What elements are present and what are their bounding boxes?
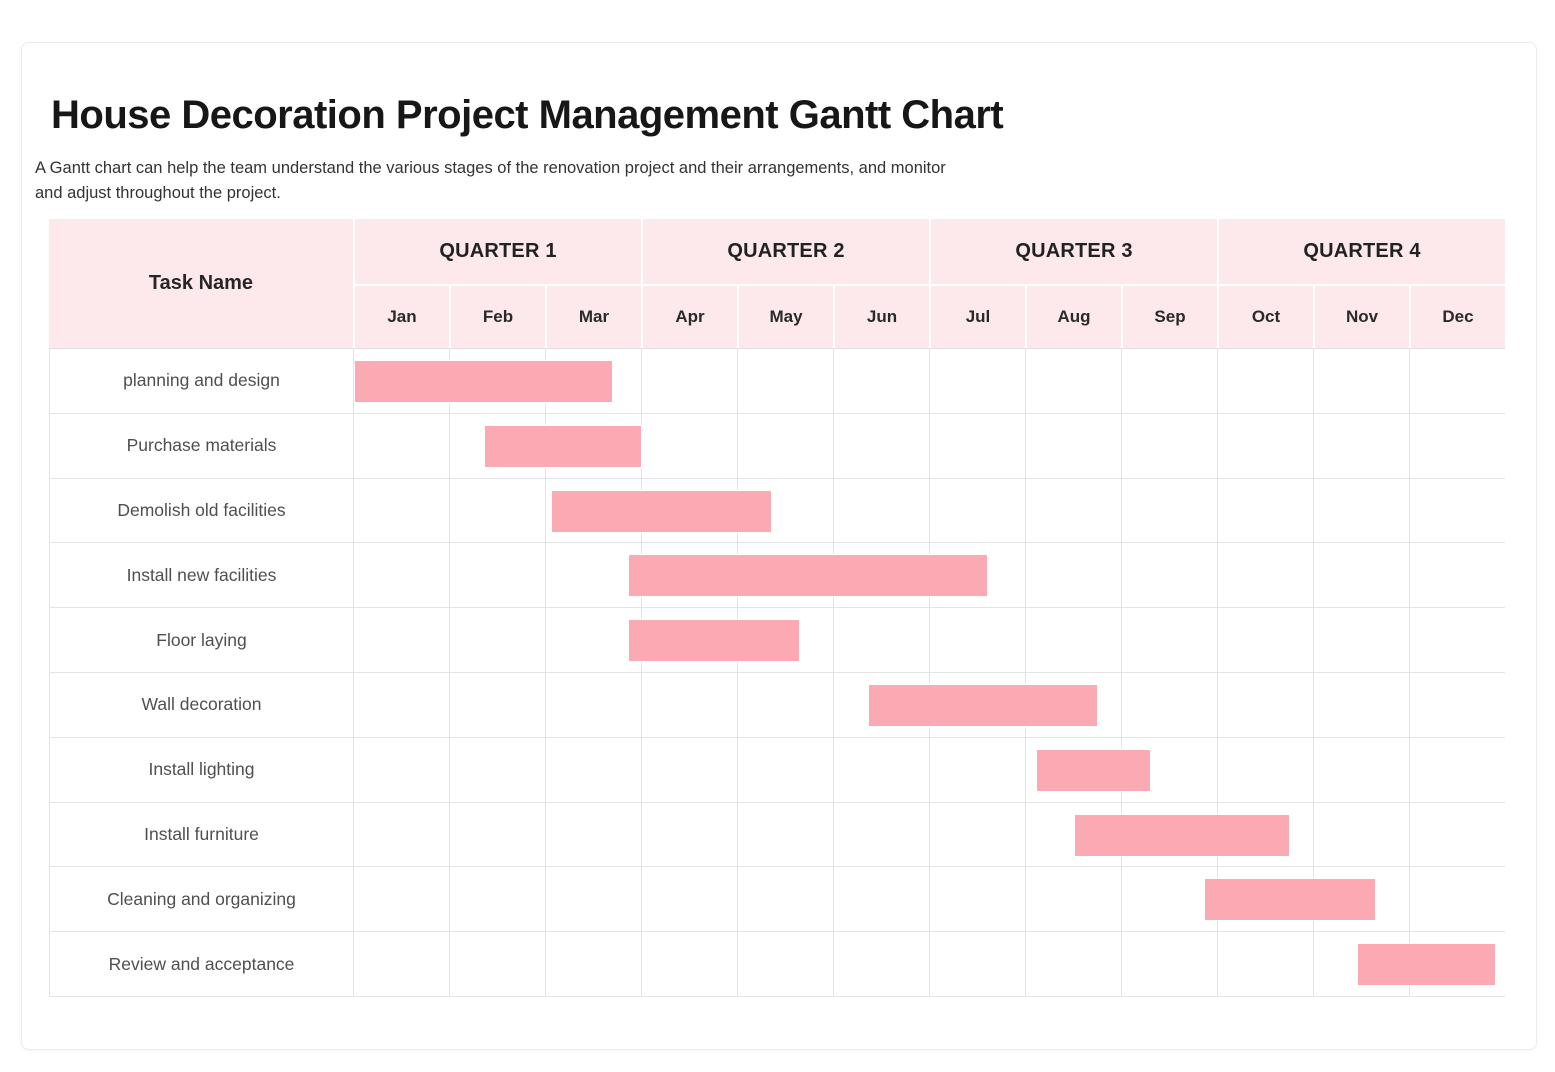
page-subtitle-line: A Gantt chart can help the team understa… [35,159,946,177]
gantt-bar [867,683,1098,727]
task-timeline [354,867,1505,932]
month-header-oct: Oct [1217,283,1313,348]
gantt-table: Task Name QUARTER 1 QUARTER 2 QUARTER 3 QUA… [49,219,1505,997]
task-label: Purchase materials [50,413,354,478]
page-subtitle-line: and adjust throughout the project. [35,184,281,202]
task-row: Wall decoration [50,672,1505,738]
gantt-body: planning and design Purchase materials Dem… [49,349,1505,997]
task-label: planning and design [50,349,354,413]
task-label: Install new facilities [50,543,354,608]
task-label: Wall decoration [50,672,354,737]
task-timeline [354,932,1505,996]
task-timeline [354,478,1505,543]
task-label: Demolish old facilities [50,478,354,543]
task-row: Install new facilities [50,543,1505,609]
task-timeline [354,543,1505,608]
gantt-bar [483,424,642,468]
month-header-jun: Jun [833,283,929,348]
gantt-chart-card: House Decoration Project Management Gant… [21,42,1537,1050]
task-row: Install furniture [50,802,1505,868]
month-header-aug: Aug [1025,283,1121,348]
task-name-column-header: Task Name [49,219,353,348]
quarter-header-3: QUARTER 3 [929,219,1217,284]
quarter-header-2: QUARTER 2 [641,219,929,284]
gantt-bar [627,619,801,663]
task-row: Cleaning and organizing [50,867,1505,933]
month-header-sep: Sep [1121,283,1217,348]
month-header-may: May [737,283,833,348]
month-header-jul: Jul [929,283,1025,348]
task-row: Purchase materials [50,413,1505,479]
month-header-nov: Nov [1313,283,1409,348]
task-row: Install lighting [50,737,1505,803]
gantt-bar [1357,943,1497,987]
gantt-bar [354,360,614,403]
task-label: Install furniture [50,802,354,867]
month-header-dec: Dec [1409,283,1505,348]
task-label: Floor laying [50,608,354,672]
month-header-jan: Jan [353,283,449,348]
task-timeline [354,608,1505,672]
gantt-bar [627,554,988,598]
task-timeline [354,413,1505,478]
quarter-header-4: QUARTER 4 [1217,219,1505,284]
task-timeline [354,349,1505,413]
month-header-mar: Mar [545,283,641,348]
task-row: Review and acceptance [50,932,1505,997]
task-label: Cleaning and organizing [50,867,354,932]
gantt-bar [1074,813,1290,857]
task-label: Install lighting [50,737,354,802]
task-row: Demolish old facilities [50,478,1505,544]
month-header-apr: Apr [641,283,737,348]
task-row: Floor laying [50,608,1505,673]
page-subtitle: A Gantt chart can help the team understa… [35,156,946,206]
gantt-bar [550,489,772,533]
gantt-bar [1203,878,1377,922]
page-title: House Decoration Project Management Gant… [51,93,1004,137]
task-timeline [354,802,1505,867]
month-header-feb: Feb [449,283,545,348]
quarter-header-1: QUARTER 1 [353,219,641,284]
gantt-bar [1035,748,1151,792]
gantt-header: Task Name QUARTER 1 QUARTER 2 QUARTER 3 QUA… [49,219,1505,349]
task-label: Review and acceptance [50,932,354,996]
task-row: planning and design [50,349,1505,414]
task-timeline [354,737,1505,802]
task-timeline [354,672,1505,737]
